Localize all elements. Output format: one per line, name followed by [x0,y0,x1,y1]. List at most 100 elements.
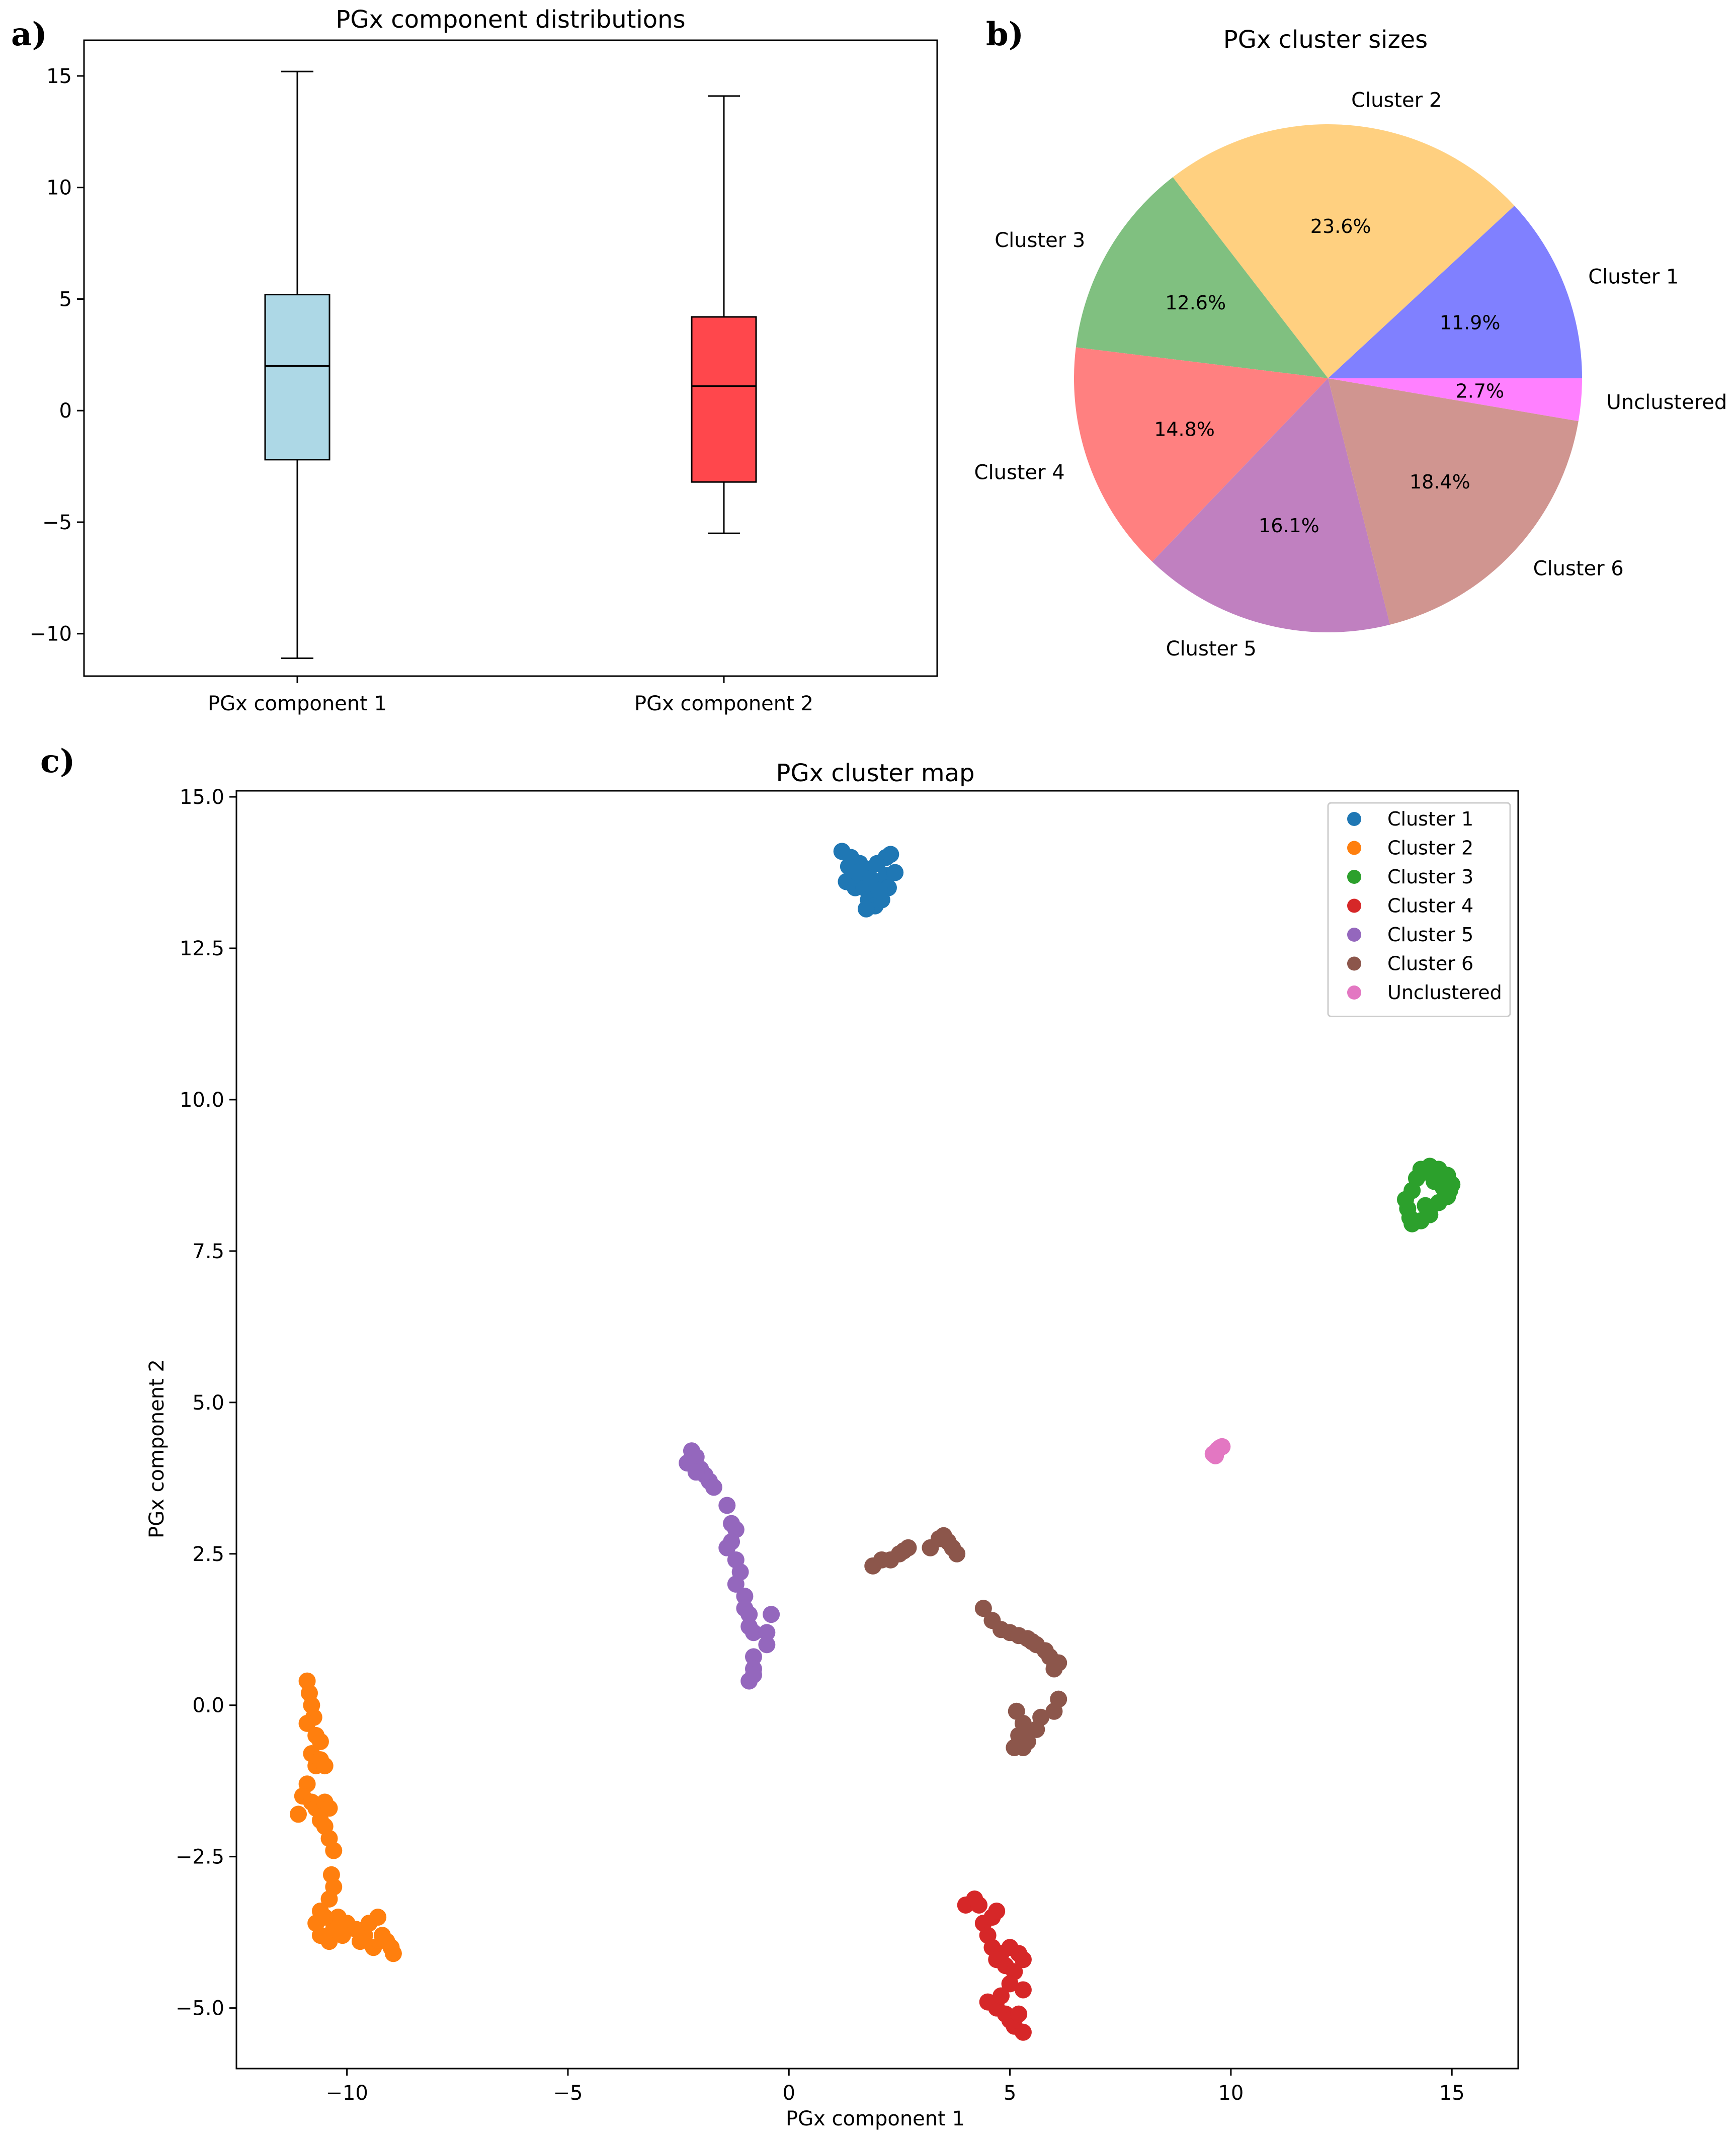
scatter-point [886,864,904,881]
scatter-points [290,843,1461,2041]
panel-label-b: b) [986,16,1024,53]
scatter-point [320,1799,338,1817]
scatter-point [736,1588,754,1605]
box-y-tick-label: 10 [46,177,72,200]
pie-slice [1152,378,1390,632]
scatter-point [369,1909,387,1926]
scatter-point [718,1497,736,1514]
scatter-point [988,1903,1006,1920]
scatter-point [727,1575,745,1593]
scatter-point [1045,1660,1063,1678]
pie-slice-label: Cluster 3 [995,229,1085,252]
scatter-legend-marker [1347,928,1361,942]
pie-slice-label: Cluster 4 [974,461,1065,484]
scatter-plot-frame [235,790,1519,2070]
scatter-point [970,1896,988,1914]
scatter-point [718,1539,736,1556]
scatter-point [974,1600,992,1617]
scatter-point [325,1842,343,1859]
scatter-point [862,870,879,887]
scatter-point [758,1636,776,1654]
scatter-point [1017,1723,1034,1741]
scatter-legend-marker [1347,898,1361,913]
scatter-legend-label: Cluster 3 [1387,866,1473,888]
scatter-legend-marker [1347,985,1361,1000]
scatter-point [311,1733,329,1750]
scatter-y-tick-label: 7.5 [192,1240,224,1263]
scatter-legend-label: Cluster 2 [1387,837,1473,859]
box-y-tick-label: 15 [46,65,72,88]
pie-slice-label: Cluster 1 [1588,265,1679,288]
box-x-tick-label: PGx component 2 [634,692,813,715]
pie-slice-label: Cluster 2 [1351,89,1442,112]
scatter-x-tick-label: −5 [553,2082,583,2105]
pie-slice [1328,205,1582,378]
panel-label-c: c) [40,743,75,780]
scatter-x-tick-label: −10 [325,2082,368,2105]
scatter-x-tick-label: 10 [1218,2082,1244,2105]
scatter-x-tick-label: 0 [783,2082,795,2105]
scatter-point [1415,1164,1432,1181]
scatter-x-axis-label: PGx component 1 [786,2107,965,2130]
scatter-point [1001,1975,1019,1993]
pie-slice [1328,378,1579,625]
pie-slice-percent: 23.6% [1310,215,1371,237]
scatter-legend-label: Cluster 1 [1387,808,1473,830]
box-y-tick-label: −5 [42,511,72,534]
scatter-point [365,1939,382,1956]
scatter-y-tick-label: 5.0 [192,1391,224,1415]
scatter-point [316,1909,334,1926]
scatter-chart: −5.0 −2.5 0.0 2.5 5.0 7.5 10.0 12.5 15.0 −10 −5 0 5… [145,786,1519,2130]
scatter-x-tick-label: 15 [1439,2082,1465,2105]
box-x-axis: PGx component 1 PGx component 2 [208,676,813,715]
scatter-legend: Cluster 1 Cluster 2 Cluster 3 Cluster 4 Clus… [1327,802,1511,1017]
pie-slice-percent: 16.1% [1259,515,1319,537]
scatter-point [1014,1981,1032,1999]
scatter-point [895,1542,913,1559]
scatter-point [1417,1197,1434,1214]
scatter-point [745,1666,762,1684]
scatter-point [1023,1633,1041,1651]
scatter-y-tick-label: 10.0 [180,1089,224,1112]
scatter-point [745,1648,762,1666]
box-iqr [691,316,757,483]
scatter-point [1014,2023,1032,2041]
scatter-legend-label: Cluster 4 [1387,895,1473,917]
scatter-point [1430,1194,1447,1211]
scatter-chart-title: PGx cluster map [776,759,975,787]
scatter-legend-label: Cluster 6 [1387,953,1473,975]
pie-slice-label: Cluster 6 [1533,557,1624,580]
box-y-axis: −10 −5 0 5 10 15 [30,65,84,646]
scatter-point [745,1624,762,1641]
scatter-point [993,1987,1010,2005]
scatter-point [352,1933,369,1950]
scatter-y-tick-label: 0.0 [192,1694,224,1717]
scatter-point [740,1606,758,1623]
scatter-point [1014,1951,1032,1968]
pie-slice-label: Cluster 5 [1166,637,1257,661]
scatter-point [871,882,888,899]
scatter-point [1045,1702,1063,1720]
scatter-y-tick-label: 2.5 [192,1543,224,1566]
scatter-point [384,1945,402,1962]
scatter-y-tick-label: 15.0 [180,786,224,809]
scatter-x-axis: −10 −5 0 5 10 15 [325,2069,1465,2105]
box-x-tick-label: PGx component 1 [208,692,387,715]
scatter-point [1401,1209,1419,1226]
scatter-point [988,1951,1006,1968]
pie-slice-percent: 11.9% [1440,311,1501,334]
box-y-tick-label: −10 [30,623,72,646]
pie-slice-percent: 12.6% [1165,292,1226,314]
scatter-legend-marker [1347,812,1361,826]
scatter-legend-label: Cluster 5 [1387,924,1473,946]
scatter-y-tick-label: −5.0 [176,1997,224,2020]
pie-chart-title: PGx cluster sizes [1223,26,1428,54]
pie-slice-percent: 14.8% [1154,419,1215,441]
pie-slice [1328,378,1582,422]
box-iqr [264,294,330,461]
scatter-legend-marker [1347,870,1361,884]
scatter-point [298,1714,316,1732]
pie-slice [1076,177,1328,378]
